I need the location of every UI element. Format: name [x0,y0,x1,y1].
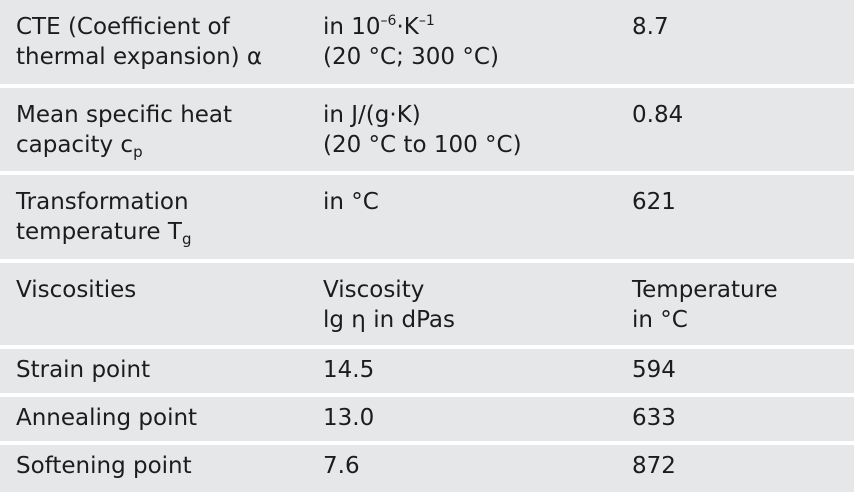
cte-unit-exponent-2: –1 [418,13,435,29]
heat-capacity-unit: in J/(g·K) (20 °C to 100 °C) [323,100,522,160]
heat-capacity-label: Mean specific heat capacity cp [16,100,232,160]
annealing-point-temperature: 633 [632,405,676,431]
cte-value: 8.7 [632,14,669,40]
cte-label: CTE (Coefficient of thermal expansion) α [16,12,262,72]
heat-capacity-label-line2: capacity cp [16,130,232,160]
heat-capacity-label-base: capacity c [16,132,134,158]
viscosities-label: Viscosities [16,277,137,303]
table-row-transformation-temperature: Transformation temperature Tg in °C 621 [0,175,854,259]
transformation-unit: in °C [323,187,379,217]
strain-point-label: Strain point [16,357,151,383]
annealing-point-label: Annealing point [16,405,198,431]
transformation-label: Transformation temperature Tg [16,187,191,247]
annealing-point-viscosity: 13.0 [323,405,375,431]
heat-capacity-label-line1: Mean specific heat [16,102,233,128]
temperature-column-header: Temperature in °C [632,275,778,335]
temperature-header-line2: in °C [632,307,688,333]
softening-point-viscosity: 7.6 [323,453,360,479]
cte-unit-prefix: in 10 [323,14,381,40]
table-row-softening-point: Softening point 7.6 872 [0,445,854,492]
table-row-cte: CTE (Coefficient of thermal expansion) α… [0,0,854,84]
cte-unit-kelvin: ·K [396,14,419,40]
softening-point-label: Softening point [16,453,192,479]
table-row-strain-point: Strain point 14.5 594 [0,349,854,393]
temperature-header-line1: Temperature [632,277,778,303]
cte-unit-line1: in 10–6·K–1 [323,12,499,42]
transformation-unit-line1: in °C [323,189,379,215]
viscosity-header-line2: lg η in dPas [323,307,455,333]
transformation-value: 621 [632,189,676,215]
viscosity-column-header: Viscosity lg η in dPas [323,275,455,335]
cte-label-line1: CTE (Coefficient of [16,14,230,40]
transformation-subscript: g [181,230,192,248]
table-row-annealing-point: Annealing point 13.0 633 [0,397,854,441]
softening-point-temperature: 872 [632,453,676,479]
heat-capacity-value: 0.84 [632,102,684,128]
heat-capacity-unit-line1: in J/(g·K) [323,102,421,128]
table-row-heat-capacity: Mean specific heat capacity cp in J/(g·K… [0,88,854,171]
transformation-label-base: temperature T [16,219,182,245]
cte-unit-line2: (20 °C; 300 °C) [323,44,499,70]
cte-unit-exponent-1: –6 [380,13,397,29]
heat-capacity-subscript: p [133,143,143,161]
heat-capacity-unit-line2: (20 °C to 100 °C) [323,132,522,158]
strain-point-temperature: 594 [632,357,676,383]
viscosity-header-line1: Viscosity [323,277,425,303]
table-row-viscosities-header: Viscosities Viscosity lg η in dPas Tempe… [0,263,854,345]
transformation-label-line2: temperature Tg [16,217,191,247]
cte-unit: in 10–6·K–1 (20 °C; 300 °C) [323,12,499,72]
strain-point-viscosity: 14.5 [323,357,375,383]
cte-label-line2: thermal expansion) α [16,44,263,70]
transformation-label-line1: Transformation [16,189,189,215]
